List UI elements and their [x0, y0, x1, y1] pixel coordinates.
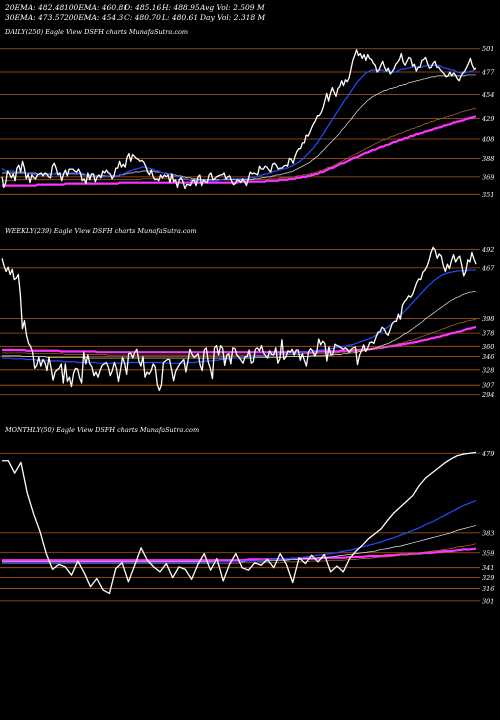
ema-mid-line [2, 525, 477, 563]
header-open: O: 485.16 [124, 3, 162, 12]
y-tick-label: 301 [482, 597, 494, 605]
y-tick-label: 429 [481, 115, 494, 123]
y-tick-label: 501 [482, 45, 494, 53]
y-tick-label: 294 [481, 391, 494, 399]
header-avg-vol: Avg Vol: 2.509 M [200, 3, 265, 12]
daily-panel-title: DAILY(250) Eagle View DSFH charts Munafa… [5, 28, 189, 36]
y-tick-label: 359 [482, 549, 494, 557]
y-tick-label: 408 [481, 136, 494, 144]
y-tick-label: 307 [482, 382, 495, 390]
header-day-vol: Day Vol: 2.318 M [200, 13, 266, 22]
y-tick-label: 369 [482, 173, 494, 181]
y-tick-label: 351 [482, 191, 494, 199]
monthly-panel-title: MONTHLY(50) Eagle View DSFH charts Munaf… [5, 426, 200, 434]
y-tick-label: 328 [482, 366, 494, 374]
y-tick-label: 454 [481, 91, 494, 99]
y-tick-label: 346 [482, 353, 494, 361]
ema-long-line [2, 543, 477, 564]
y-tick-label: 479 [481, 450, 494, 458]
y-tick-label: 316 [482, 585, 494, 593]
y-tick-label: 378 [482, 330, 494, 338]
ema-fast-line [1, 64, 477, 182]
y-tick-label: 341 [482, 564, 494, 572]
y-tick-label: 329 [482, 574, 494, 582]
y-tick-label: 388 [482, 155, 494, 163]
y-tick-label: 398 [482, 315, 494, 323]
ema-fast-line [2, 269, 476, 364]
price-line [1, 49, 477, 190]
panel-0: 501 477 454 429 408 388 369 351 [0, 45, 495, 199]
y-tick-label: 360 [482, 343, 494, 351]
price-line [1, 246, 477, 391]
y-tick-label: 492 [481, 246, 494, 254]
ema-200-line [2, 326, 476, 354]
header-close: C: 480.70 [124, 13, 161, 22]
header-ema30: 30EMA: 473.57 [5, 13, 65, 22]
panel-2: 479 383 359 341 329 316 301 [0, 450, 494, 605]
price-line [2, 451, 477, 595]
ema-mid-line [2, 74, 476, 181]
header-low: L: 480.61 [162, 13, 199, 22]
ema-long-line [2, 318, 477, 356]
y-tick-label: 383 [482, 529, 494, 537]
header-ema20: 20EMA: 482.48 [5, 3, 65, 12]
weekly-panel-title: WEEKLY(239) Eagle View DSFH charts Munaf… [5, 227, 197, 235]
ema-200-line [2, 115, 476, 187]
y-tick-label: 467 [481, 264, 495, 272]
header-high: H: 488.95 [162, 3, 200, 12]
header-ema200: 200EMA: 454.3 [64, 13, 124, 22]
y-tick-label: 477 [481, 69, 495, 77]
header-ema100: 100EMA: 460.81 [64, 3, 129, 12]
